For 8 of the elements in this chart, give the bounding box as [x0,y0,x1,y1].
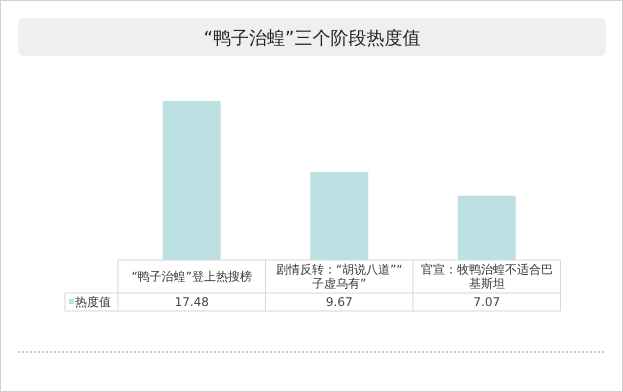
x-tick-label: 官宣：牧鸭治蝗不适合巴基斯坦 [420,262,553,290]
data-label: 17.48 [174,295,209,309]
x-tick-label: 剧情反转：“胡说八道”“子虚乌有” [276,262,403,290]
x-tick-label: “鸭子治蝗”登上热搜榜 [132,270,252,284]
chart-title: “鸭子治蝗”三个阶段热度值 [204,28,420,49]
data-label: 9.67 [326,295,353,309]
legend-label: 热度值 [75,295,111,309]
data-label: 7.07 [473,295,500,309]
